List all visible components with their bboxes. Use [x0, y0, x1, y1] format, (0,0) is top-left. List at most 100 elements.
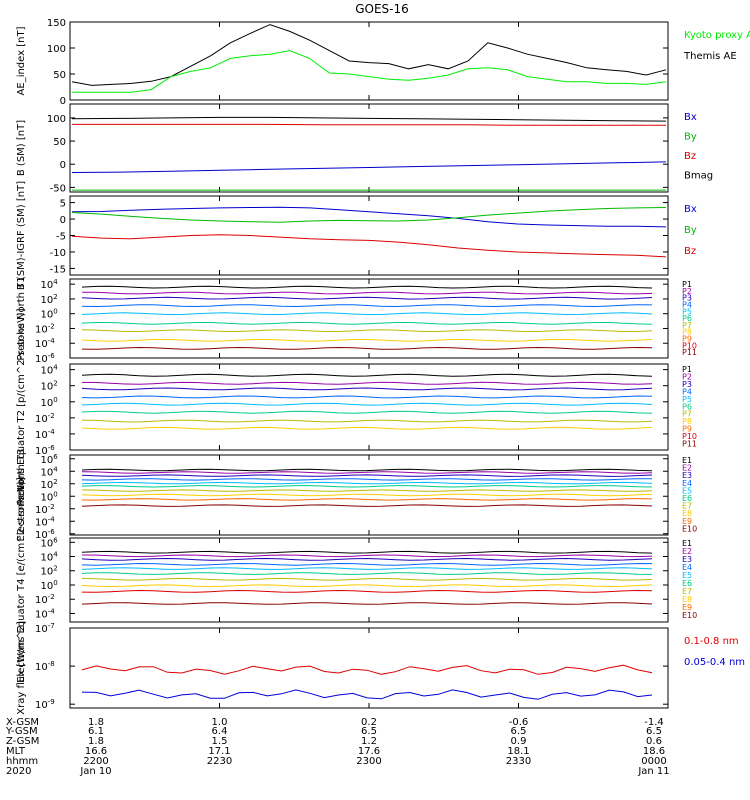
ephem-cell: 2200	[83, 756, 108, 767]
y-tick-label: -15	[50, 264, 66, 275]
legend-p3: P3	[682, 380, 692, 389]
series-line-e8	[81, 584, 653, 588]
legend-p3: P3	[682, 294, 692, 303]
series-line-e7	[81, 489, 653, 492]
y-axis-label: Xray flux [W/m^2]	[16, 621, 27, 715]
series-line-bz	[72, 123, 666, 126]
ephem-cell: 1.8	[88, 736, 104, 747]
legend-p4: P4	[682, 301, 692, 310]
series-line-p7	[81, 329, 653, 332]
y-tick-label: 10-7	[35, 622, 55, 635]
series-line-bx	[71, 206, 667, 228]
series-line-e8	[81, 493, 653, 497]
y-tick-label: 10-6	[35, 352, 55, 365]
y-tick-label: 10-8	[35, 660, 55, 673]
series-line-p2	[81, 381, 653, 385]
y-axis-label: B (SM) [nT]	[16, 120, 27, 176]
ephem-cell: 17.1	[208, 746, 230, 757]
ephem-cell: 1.8	[88, 717, 104, 728]
legend-p9: P9	[682, 335, 692, 344]
legend-e4: E4	[682, 563, 692, 572]
series-line-e4	[81, 562, 653, 566]
panel-frame	[69, 103, 669, 193]
y-tick-label: 104	[41, 465, 59, 478]
y-tick-label: 102	[41, 380, 58, 393]
legend-bz: Bz	[684, 151, 696, 162]
series-line-by	[71, 207, 667, 223]
legend-p11: P11	[682, 440, 697, 449]
legend-p2: P2	[682, 287, 692, 296]
y-tick-label: 102	[41, 478, 58, 491]
legend-e9: E9	[682, 603, 692, 612]
panel-xray: 10-7 10-8 10-9 Xray flux [W/m^2] 0.1-0.8 nm 0…	[16, 621, 745, 715]
y-tick-label: 100	[47, 114, 66, 125]
legend-e1: E1	[682, 539, 692, 548]
y-tick-label: 10-2	[35, 593, 55, 606]
ephem-cell: 6.1	[88, 726, 104, 737]
ephem-cell: Jan 11	[637, 766, 669, 777]
series-line-e2	[81, 554, 653, 558]
ephem-cell: 1.2	[361, 736, 377, 747]
legend-e2: E2	[682, 547, 692, 556]
legend-e1: E1	[682, 456, 692, 465]
series-line-0-1-0-8-nm	[81, 664, 653, 675]
legend-bmag: Bmag	[684, 171, 713, 182]
legend-p6: P6	[682, 402, 692, 411]
series-line-p4	[81, 304, 653, 308]
y-tick-label: 106	[41, 536, 59, 549]
y-tick-label: 10-4	[35, 428, 55, 441]
ephem-row-label: hhmm	[6, 756, 38, 767]
series-line-e9	[81, 589, 653, 593]
legend-p5: P5	[682, 307, 692, 316]
legend-p8: P8	[682, 328, 692, 337]
ephem-cell: 2300	[356, 756, 381, 767]
y-tick-label: 10-2	[35, 503, 55, 516]
legend-e7: E7	[682, 502, 692, 511]
series-line-p8	[81, 426, 653, 430]
ephem-cell: 18.1	[507, 746, 529, 757]
y-tick-label: 100	[47, 44, 66, 55]
series-line-p3	[81, 296, 653, 300]
legend-themis-ae: Themis AE	[683, 51, 737, 62]
legend-e2: E2	[682, 464, 692, 473]
y-tick-label: 5	[60, 199, 66, 210]
legend-p8: P8	[682, 417, 692, 426]
ephem-cell: 0.9	[511, 736, 527, 747]
legend-e8: E8	[682, 509, 692, 518]
legend-e6: E6	[682, 494, 692, 503]
legend-p10: P10	[682, 432, 697, 441]
y-tick-label: 0	[60, 215, 66, 226]
ephem-cell: 17.6	[358, 746, 380, 757]
y-axis-label: Protons North T1	[16, 276, 27, 360]
series-line-e1	[81, 550, 653, 554]
series-line-e6	[81, 485, 653, 488]
series-line-e5	[81, 567, 653, 570]
legend-p1: P1	[682, 365, 692, 374]
legend-kyoto-proxy-ae: Kyoto proxy AE	[684, 30, 750, 41]
ephem-cell: 2230	[207, 756, 232, 767]
y-tick-label: 10-4	[35, 607, 55, 620]
y-tick-label: 100	[41, 308, 58, 321]
series-line-p6	[81, 322, 653, 325]
series-line-bmag	[71, 116, 667, 122]
y-tick-label: 10-4	[35, 515, 55, 528]
legend-p5: P5	[682, 395, 692, 404]
ephem-cell: -0.6	[509, 717, 529, 728]
legend-p11: P11	[682, 348, 697, 357]
series-line-kyoto-proxy-ae	[72, 50, 667, 93]
y-axis-label: Electrons North T3	[16, 448, 27, 541]
legend-e3: E3	[682, 471, 692, 480]
ephem-cell: 2330	[506, 756, 531, 767]
y-tick-label: 100	[41, 579, 58, 592]
series-line-p2	[81, 291, 653, 295]
series-line-e6	[81, 572, 653, 575]
series-line-e3	[81, 557, 653, 561]
y-tick-label: 102	[41, 293, 58, 306]
series-line-e10	[81, 504, 653, 507]
ephem-row-label: 2020	[6, 766, 31, 777]
legend-p7: P7	[682, 410, 692, 419]
y-tick-label: 100	[41, 396, 58, 409]
series-line-p1	[81, 373, 653, 377]
y-tick-label: 10-4	[35, 337, 55, 350]
